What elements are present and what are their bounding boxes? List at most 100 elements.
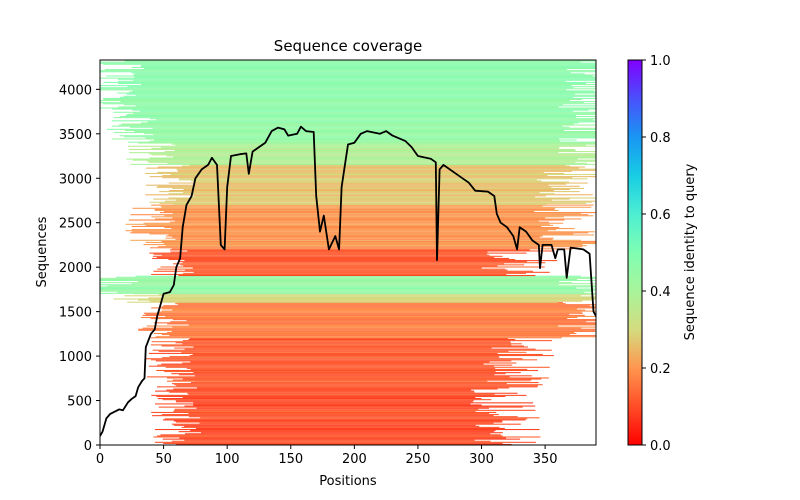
band-strip (149, 118, 596, 120)
band-strip (151, 216, 564, 218)
band-strip (176, 168, 596, 170)
band-strip (160, 266, 545, 268)
band-strip (171, 440, 491, 442)
band-strip (155, 360, 512, 362)
band-strip (166, 235, 543, 237)
band-strip (157, 171, 544, 173)
band-strip (171, 143, 596, 145)
band-strip (157, 268, 506, 270)
band-strip (192, 353, 543, 356)
band-strip (100, 70, 596, 72)
band-strip (162, 357, 500, 359)
band-strip (161, 334, 570, 336)
coverage-line (100, 125, 596, 437)
band-strip (125, 230, 548, 232)
band-strip (170, 173, 596, 176)
band-strip (153, 134, 596, 136)
band-strip (143, 222, 564, 224)
band-strip (164, 215, 594, 217)
colorbar-tick-label: 0.2 (650, 362, 671, 377)
band-strip (169, 221, 549, 223)
band-strip (190, 430, 496, 432)
band-strip (174, 149, 576, 152)
band-strip (179, 437, 507, 439)
band-strip (167, 377, 549, 379)
band-strip (103, 81, 596, 83)
band-strip (183, 272, 527, 274)
band-strip (146, 325, 559, 327)
band-strip (161, 414, 499, 416)
band-strip (131, 66, 596, 69)
band-strip (130, 126, 570, 128)
band-strip (142, 327, 582, 329)
band-strip (194, 195, 546, 197)
band-strip (147, 376, 510, 378)
band-strip (150, 247, 538, 249)
band-strip (132, 90, 595, 92)
band-strip (100, 102, 584, 104)
band-strip (157, 435, 503, 437)
identity-band (144, 164, 596, 205)
band-strip (192, 267, 482, 269)
band-strip (153, 255, 503, 257)
band-strip (172, 213, 582, 215)
band-strip (131, 225, 542, 227)
y-tick-label: 2500 (59, 217, 92, 232)
band-strip (126, 158, 578, 160)
band-strip (123, 104, 564, 106)
band-strip (103, 98, 582, 101)
band-strip (129, 152, 559, 154)
band-strip (161, 306, 596, 308)
band-strip (174, 220, 539, 222)
band-strip (168, 197, 596, 199)
band-strip (132, 112, 596, 114)
colorbar-tick-label: 0.8 (650, 131, 671, 146)
band-strip (153, 436, 541, 438)
band-strip (151, 341, 511, 343)
band-strip (194, 381, 531, 383)
band-strip (111, 125, 563, 127)
band-strip (100, 290, 592, 292)
band-strip (127, 301, 558, 303)
band-strip (157, 398, 482, 400)
identity-band (100, 275, 596, 294)
band-strip (156, 369, 539, 372)
band-strip (200, 417, 540, 419)
band-strip (169, 356, 500, 358)
band-strip (156, 256, 495, 258)
band-strip (144, 172, 565, 174)
band-strip (161, 363, 484, 365)
band-strip (145, 194, 593, 196)
band-strip (134, 73, 585, 75)
band-strip (100, 287, 577, 289)
band-strip (175, 144, 586, 146)
band-strip (130, 214, 589, 216)
band-strip (149, 252, 527, 254)
band-strip (100, 289, 596, 291)
band-strip (100, 61, 581, 63)
band-strip (176, 199, 552, 201)
band-strip (154, 139, 577, 141)
band-strip (130, 232, 589, 234)
band-strip (117, 92, 596, 94)
band-strip (148, 153, 596, 155)
y-tick-label: 1500 (59, 306, 92, 321)
band-strip (160, 434, 501, 436)
band-strip (169, 189, 554, 192)
band-strip (159, 202, 587, 204)
band-strip (140, 65, 596, 67)
band-strip (148, 297, 596, 299)
band-strip (170, 251, 488, 253)
band-strip (172, 187, 585, 189)
band-strip (188, 393, 495, 395)
band-strip (196, 407, 490, 409)
band-strip (124, 60, 596, 62)
band-strip (148, 352, 498, 354)
colorbar-tick-label: 1.0 (650, 54, 671, 69)
band-strip (138, 281, 559, 283)
band-strip (179, 178, 588, 180)
band-strip (155, 336, 596, 338)
band-strip (190, 368, 528, 370)
band-strip (149, 176, 596, 178)
